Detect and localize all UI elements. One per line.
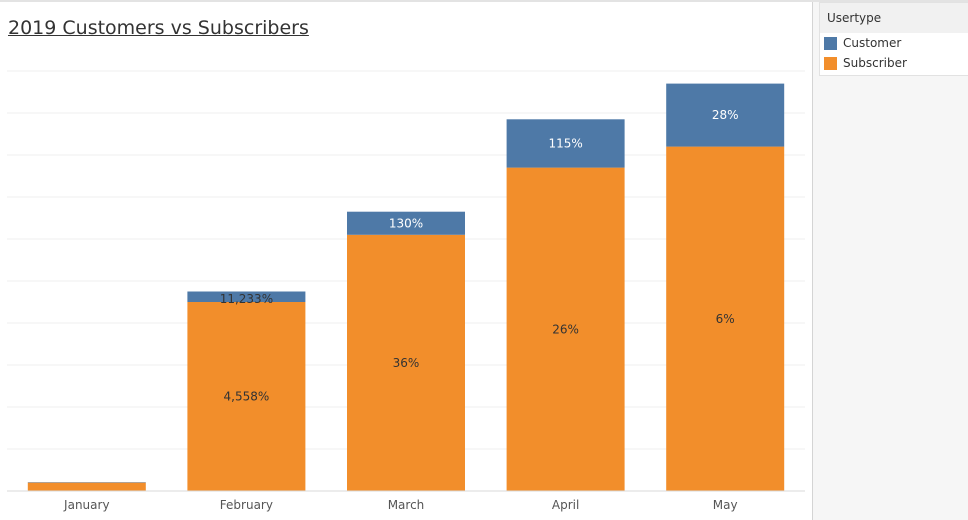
legend-title[interactable]: Usertype — [820, 3, 968, 33]
bar-subscriber-may — [666, 146, 785, 491]
bar-subscriber-january — [27, 482, 146, 491]
bar-customer-april — [506, 119, 625, 168]
data-label-customer-april: 115% — [548, 136, 582, 150]
legend-label-subscriber: Subscriber — [843, 56, 907, 70]
bar-subscriber-march — [347, 234, 465, 492]
legend-item-customer[interactable]: Customer — [824, 35, 901, 51]
x-tick-label: February — [220, 498, 273, 512]
bar-customer-february — [187, 291, 306, 302]
bar-chart: January 4,558% 11,233% February 36% 130% March… — [7, 70, 805, 512]
data-label-customer-february: 11,233% — [220, 292, 273, 306]
bar-subscriber-february — [187, 302, 306, 491]
bar-subscriber-april — [506, 167, 625, 491]
legend: Usertype Customer Subscriber — [819, 2, 968, 76]
data-label-subscriber-march: 36% — [393, 356, 420, 370]
x-tick-label: March — [388, 498, 425, 512]
legend-item-subscriber[interactable]: Subscriber — [824, 55, 907, 71]
chart-pane: 2019 Customers vs Subscribers January 4,5… — [0, 2, 812, 520]
bar-customer-may — [666, 83, 785, 147]
chart-title: 2019 Customers vs Subscribers — [8, 17, 309, 39]
data-label-subscriber-may: 6% — [716, 312, 735, 326]
legend-pane: Usertype Customer Subscriber — [813, 2, 968, 520]
x-tick-label: May — [713, 498, 738, 512]
pane-divider — [812, 2, 813, 520]
bar-customer-march — [347, 211, 465, 235]
data-label-customer-march: 130% — [389, 216, 423, 230]
legend-swatch-subscriber — [824, 56, 837, 70]
legend-label-customer: Customer — [843, 36, 902, 50]
x-tick-label: January — [63, 498, 110, 512]
data-label-subscriber-april: 26% — [552, 322, 579, 336]
x-tick-label: April — [552, 498, 579, 512]
top-border — [0, 0, 968, 2]
data-label-customer-may: 28% — [712, 108, 739, 122]
data-label-subscriber-february: 4,558% — [224, 390, 270, 404]
plot-area: January 4,558% 11,233% February 36% 130% March… — [7, 57, 805, 512]
legend-swatch-customer — [824, 36, 837, 50]
